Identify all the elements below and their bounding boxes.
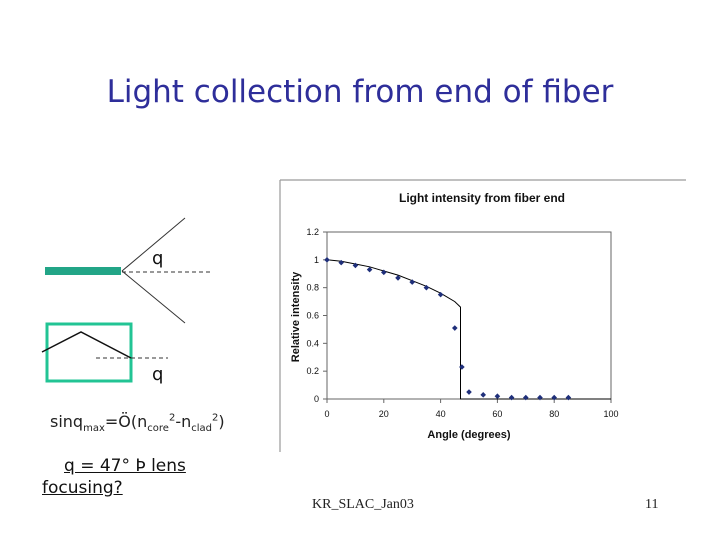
x-axis-label: Angle (degrees): [427, 429, 510, 441]
data-point: [437, 291, 444, 298]
y-tick-label: 0: [314, 394, 319, 404]
cone-upper-ray: [121, 217, 186, 272]
slide-title: Light collection from end of fiber: [106, 74, 614, 110]
theta-label-upper: q: [152, 248, 164, 269]
data-point: [381, 269, 387, 276]
y-axis-label: Relative intensity: [290, 271, 302, 362]
formula-sup-clad: 2: [212, 412, 219, 424]
formula-minus: -n: [175, 412, 192, 431]
x-tick-label: 80: [549, 409, 559, 419]
x-tick-label: 60: [492, 409, 502, 419]
chart-panel: Light intensity from fiber end Relative …: [279, 179, 686, 452]
formula-sub-max: max: [83, 423, 105, 435]
y-tick-label: 0.4: [306, 338, 319, 348]
data-point: [565, 394, 572, 401]
data-point: [395, 275, 401, 281]
y-tick-label: 0.6: [306, 311, 319, 321]
formula-eq: =: [104, 412, 119, 431]
footer-left: KR_SLAC_Jan03: [312, 497, 414, 512]
formula-prefix: sinq: [50, 412, 84, 431]
answer-text: q = 47° Þ lens focusing?: [42, 455, 186, 499]
plot-box: [326, 231, 612, 400]
x-tick-label: 100: [603, 409, 618, 419]
data-point: [459, 364, 465, 370]
formula-sub-core: core: [147, 423, 169, 435]
answer-line-1: q = 47° Þ lens: [64, 456, 186, 476]
y-tick-label: 0.2: [306, 366, 319, 376]
fiber-cladding-box: [45, 322, 133, 383]
plot-area: 0 0.2 0.4 0.6 0.8 1 1.2 0 20 40 60 80 100: [306, 227, 618, 419]
x-tick-label: 40: [436, 409, 446, 419]
data-point: [508, 394, 515, 401]
slide-number: 11: [645, 497, 659, 512]
y-tick-label: 1: [314, 255, 319, 265]
formula-sub-clad: clad: [191, 423, 212, 435]
data-point: [423, 284, 430, 291]
theory-curve: [326, 259, 611, 400]
data-point: [551, 394, 557, 401]
cone-lower-ray: [121, 270, 186, 324]
data-point: [480, 392, 486, 398]
x-tick-label: 20: [379, 409, 389, 419]
theta-label-lower: q: [152, 364, 164, 385]
data-point: [338, 259, 344, 266]
data-point: [537, 394, 543, 401]
numerical-aperture-formula: sinqmax=Ö(ncore2-nclad2): [50, 412, 225, 434]
y-tick-label: 1.2: [306, 227, 319, 237]
chart-title: Light intensity from fiber end: [399, 191, 565, 205]
data-point: [324, 257, 330, 263]
formula-close: ): [218, 412, 225, 431]
fiber-core-bar: [45, 267, 121, 275]
data-point: [494, 393, 501, 400]
data-point: [452, 325, 458, 331]
data-point: [409, 279, 415, 285]
x-tick-label: 0: [324, 409, 329, 419]
data-point: [466, 389, 472, 395]
formula-open: (n: [130, 412, 148, 431]
formula-sqrt: Ö: [118, 412, 131, 431]
data-point: [366, 266, 373, 273]
light-ray-path: [41, 331, 132, 359]
data-point: [523, 394, 529, 401]
y-tick-label: 0.8: [306, 283, 319, 293]
data-point: [352, 262, 359, 269]
formula-sup-core: 2: [168, 412, 176, 424]
answer-line-2: focusing?: [42, 478, 123, 498]
